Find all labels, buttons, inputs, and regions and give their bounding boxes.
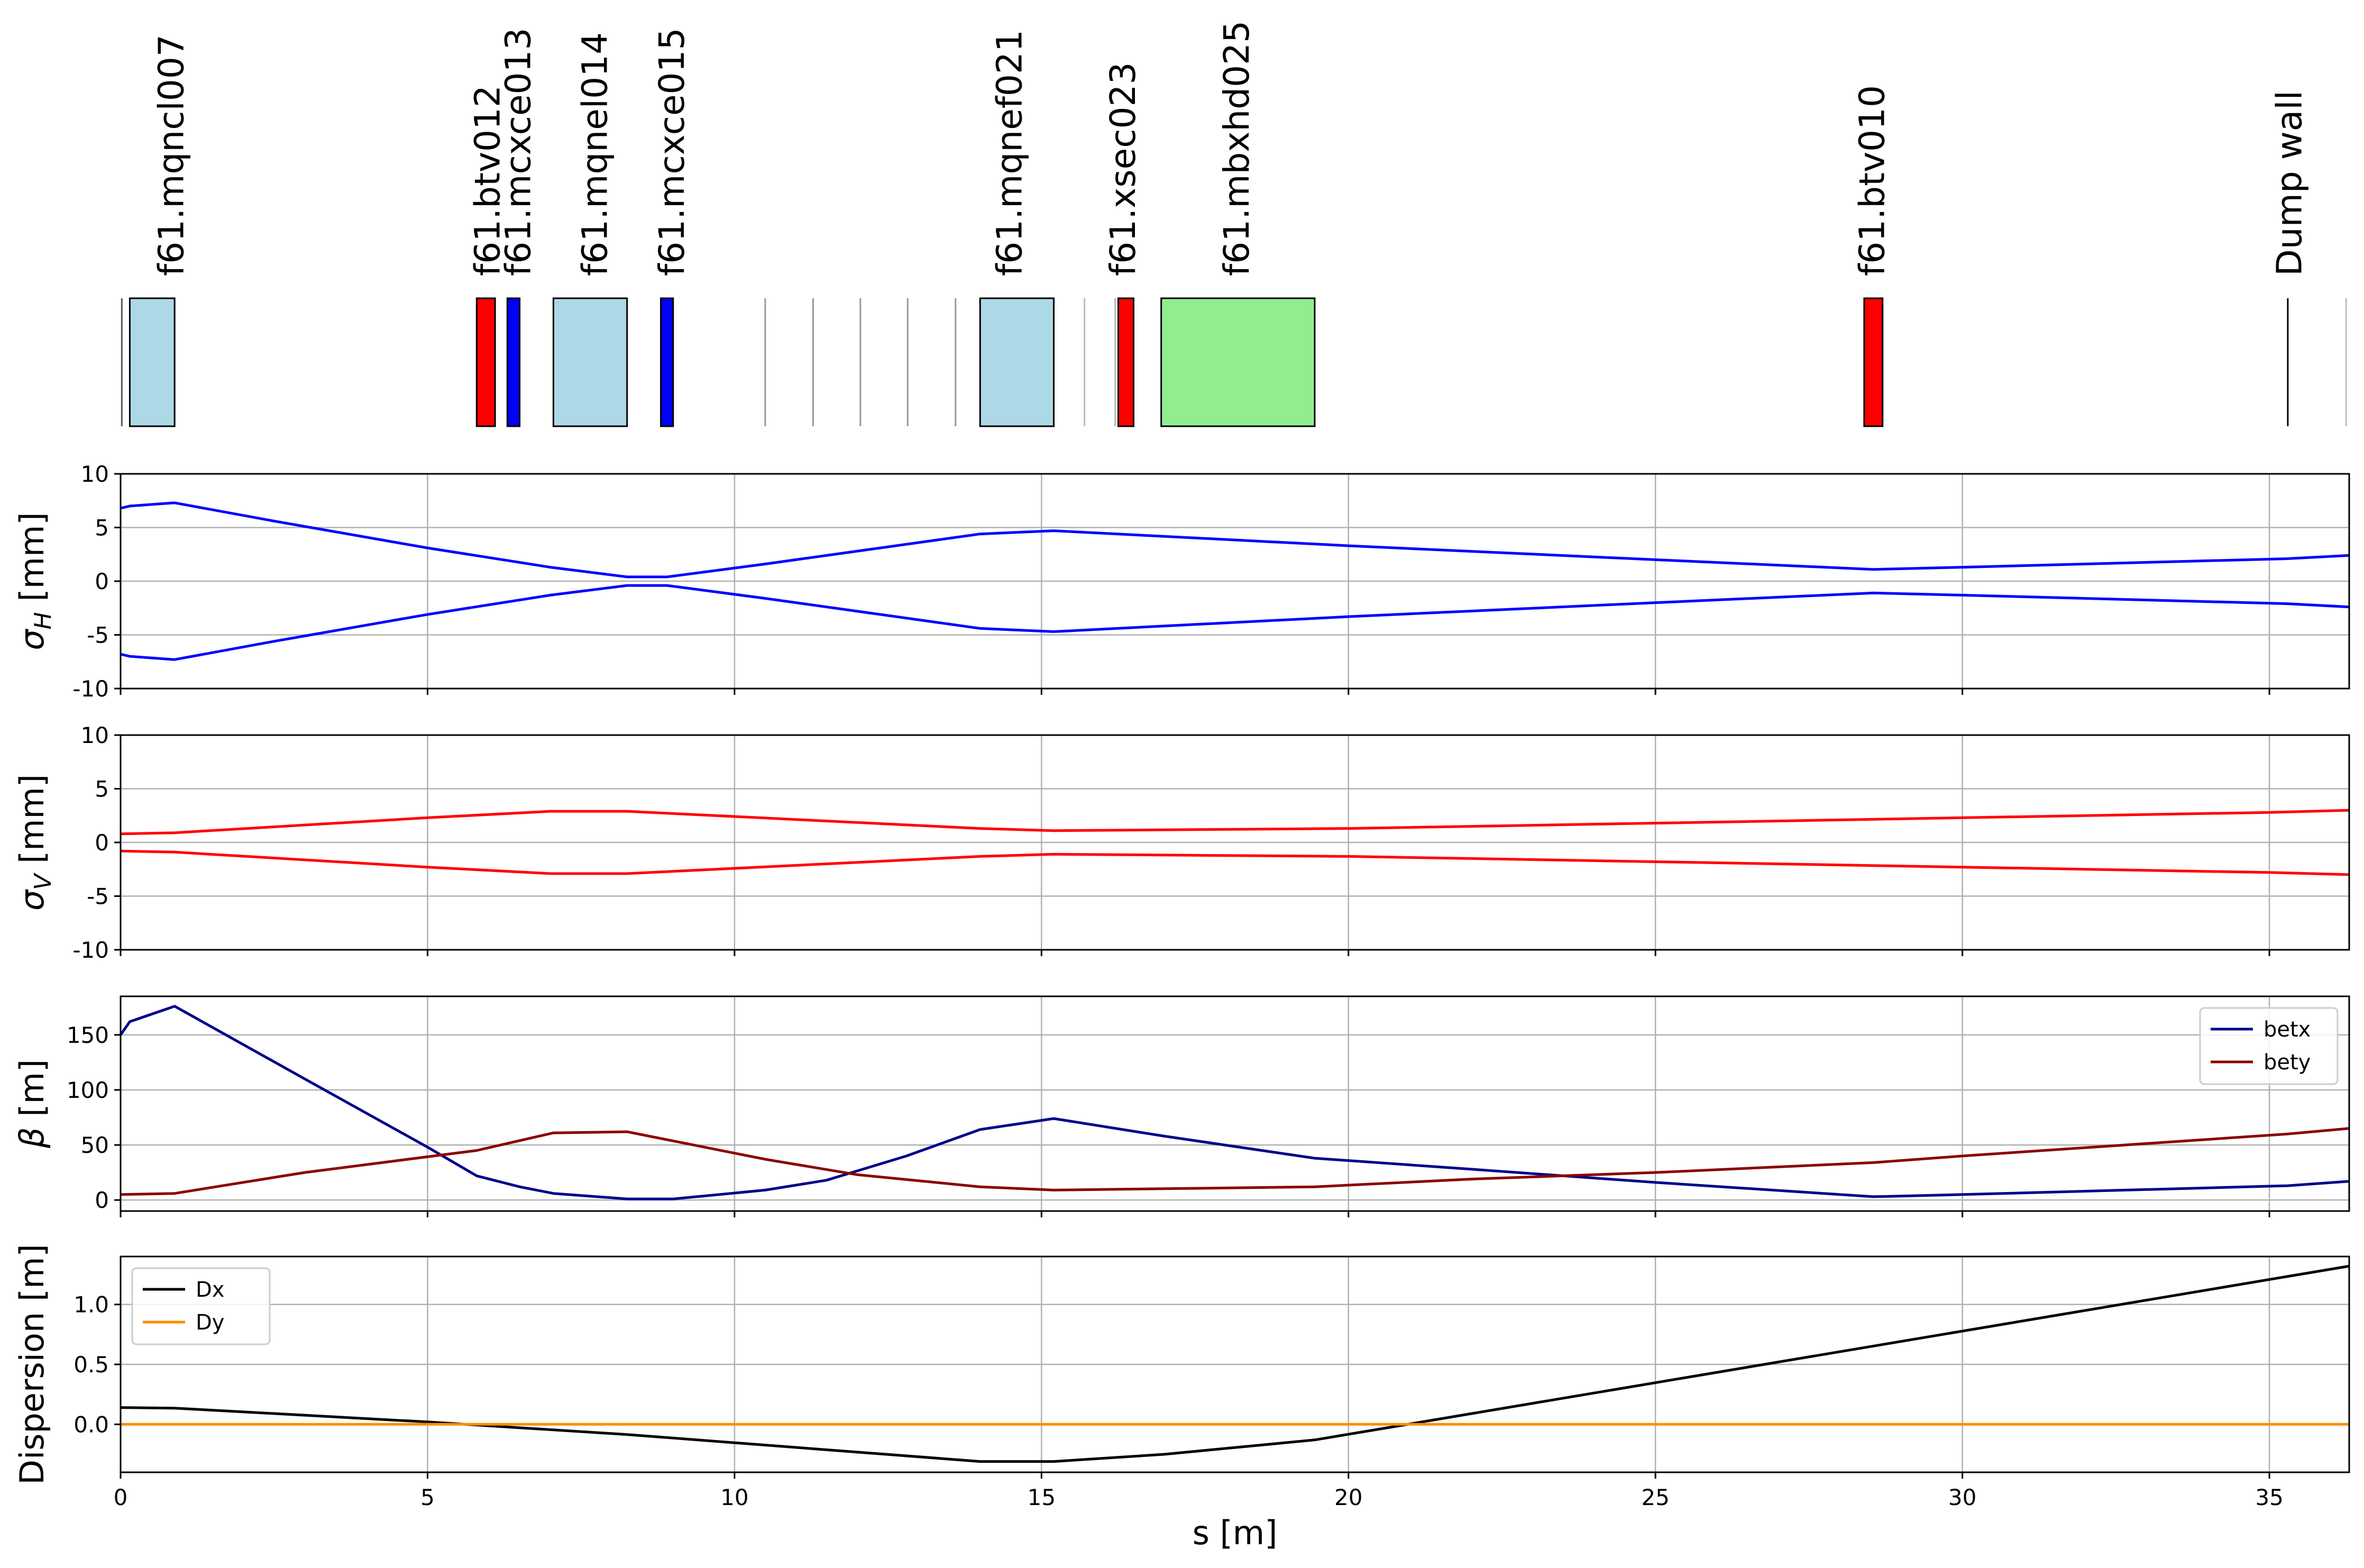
screen-element xyxy=(1863,297,1884,427)
element-label: f61.mcxce015 xyxy=(652,27,692,276)
legend-label: Dx xyxy=(196,1278,224,1302)
legend-box xyxy=(2199,1007,2339,1085)
y-tick-label: -10 xyxy=(72,676,109,702)
x-axis-label: s [m] xyxy=(1193,1514,1278,1552)
x-tick-label: 25 xyxy=(1641,1484,1669,1510)
legend: betx bety xyxy=(2199,1007,2339,1085)
Dx-line xyxy=(120,1264,2350,1463)
element-label: f61.xsec023 xyxy=(1103,62,1143,276)
element-label: Dump wall xyxy=(2269,90,2310,276)
legend-label: betx xyxy=(2264,1017,2311,1042)
y-tick-label: 5 xyxy=(95,515,109,541)
quadrupole-element xyxy=(552,297,628,427)
x-tick-label: 20 xyxy=(1334,1484,1362,1510)
y-tick-label: -5 xyxy=(87,622,109,648)
legend-label: Dy xyxy=(196,1310,224,1335)
quadrupole-element xyxy=(129,297,176,427)
sigma-h-panel: -10 -5 0 5 10 σH [mm] xyxy=(13,461,2350,702)
y-tick-label: 5 xyxy=(95,776,109,802)
element-label: f61.btv012 xyxy=(468,85,508,276)
y-tick-label: 150 xyxy=(67,1022,109,1048)
element-label: f61.mcxce013 xyxy=(498,27,539,276)
x-tick-label: 5 xyxy=(420,1484,435,1510)
dipole-element xyxy=(1160,297,1316,427)
y-axis-label: β [m] xyxy=(13,1059,51,1149)
legend-box xyxy=(131,1267,271,1345)
legend-label: bety xyxy=(2264,1050,2311,1075)
bety-line xyxy=(120,1127,2350,1196)
y-tick-label: 0 xyxy=(95,568,109,594)
quadrupole-element xyxy=(979,297,1055,427)
y-axis-label: σH [mm] xyxy=(13,512,57,650)
element-label: f61.mqncl007 xyxy=(151,34,192,276)
x-tick-label: 30 xyxy=(1948,1484,1976,1510)
dispersion-panel: 0.0 0.5 1.0 Dispersion [m] Dx Dy 0 5 10 15 20 25 30 3… xyxy=(13,1244,2350,1552)
series-line xyxy=(120,849,2350,876)
series-line xyxy=(120,501,2350,579)
screen-element xyxy=(1117,297,1134,427)
x-tick-label: 0 xyxy=(114,1484,128,1510)
element-label: f61.mbxhd025 xyxy=(1216,21,1257,276)
y-tick-label: -10 xyxy=(72,937,109,963)
series-line xyxy=(120,809,2350,836)
y-tick-label: 10 xyxy=(81,722,109,748)
beta-panel: 0 50 100 150 β [m] betx bety xyxy=(13,995,2350,1217)
y-tick-label: 10 xyxy=(81,461,109,487)
element-label: f61.btv010 xyxy=(1852,85,1892,276)
sigma-v-panel: -10 -5 0 5 10 σV [mm] xyxy=(13,722,2350,963)
y-axis-label: σV [mm] xyxy=(13,774,57,911)
y-tick-label: 0 xyxy=(95,1187,109,1213)
y-tick-label: 0 xyxy=(95,830,109,856)
y-tick-label: -5 xyxy=(87,884,109,910)
betx-line xyxy=(119,1005,2350,1200)
y-tick-label: 50 xyxy=(81,1132,109,1158)
element-label: f61.mqnel014 xyxy=(575,32,616,276)
legend: Dx Dy xyxy=(131,1267,271,1345)
corrector-element xyxy=(506,297,521,427)
y-tick-label: 100 xyxy=(67,1077,109,1103)
x-tick-label: 10 xyxy=(720,1484,748,1510)
y-tick-label: 0.5 xyxy=(74,1352,109,1378)
y-tick-label: 1.0 xyxy=(74,1292,109,1318)
series-line xyxy=(120,584,2350,661)
plot-frame xyxy=(120,995,2350,1212)
corrector-element xyxy=(660,297,674,427)
x-tick-label: 15 xyxy=(1028,1484,1056,1510)
screen-element xyxy=(475,297,496,427)
element-label: f61.mqnef021 xyxy=(989,30,1030,276)
x-tick-label: 35 xyxy=(2255,1484,2283,1510)
y-axis-label: Dispersion [m] xyxy=(13,1244,51,1485)
y-tick-label: 0.0 xyxy=(74,1411,109,1437)
